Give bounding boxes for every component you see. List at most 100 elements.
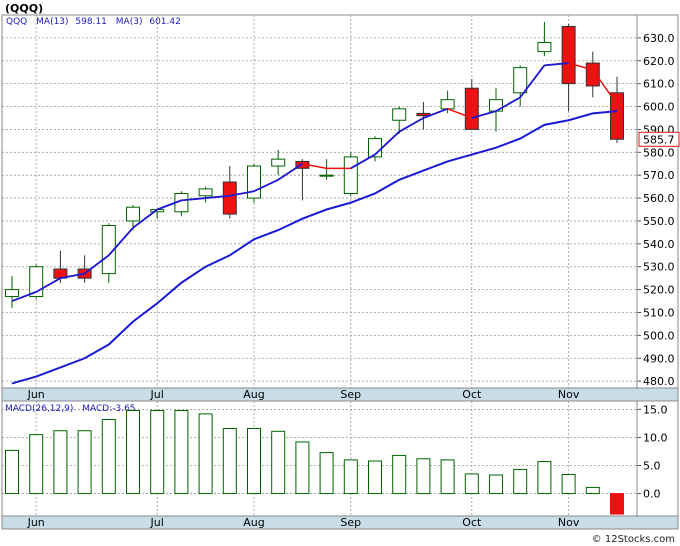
price-x-tick-label: Jun (27, 388, 45, 401)
price-y-tick-label: 610.0 (643, 78, 675, 91)
ma3-rising-segment (132, 208, 158, 229)
last-price-box (638, 131, 680, 147)
macd-legend-value: MACD:-3.65 (82, 404, 135, 414)
candle-body (610, 92, 624, 140)
candle (464, 79, 479, 130)
price-y-tick-label: 480.0 (643, 375, 675, 388)
candle-body (343, 156, 358, 194)
macd-bar (198, 413, 213, 495)
ma3-rising-segment (156, 199, 182, 211)
candle (610, 76, 624, 144)
price-legend: QQQ MA(13) 598.11 MA(3) 601.42 (6, 17, 181, 27)
price-y-tick-label: 490.0 (643, 352, 675, 365)
candle-body (585, 62, 600, 87)
price-x-tick-label: Oct (462, 388, 482, 401)
price-y-tick-label: 520.0 (643, 284, 675, 297)
macd-x-axis: Jun Jul Aug Sep Oct Nov (27, 516, 580, 529)
macd-bar (150, 410, 165, 495)
candle (343, 152, 358, 196)
ma3-rising-segment (60, 272, 85, 280)
macd-bar (561, 473, 576, 495)
legend-ma3-value: 601.42 (149, 17, 181, 27)
macd-bar (610, 493, 624, 515)
macd-x-tick-label: Oct (462, 516, 482, 529)
candle-body (126, 206, 140, 222)
ma3-rising-segment (398, 117, 424, 133)
macd-y-axis: 15.0 10.0 5.0 0.0 (637, 403, 668, 501)
macd-legend: MACD(26,12,9) MACD:-3.65 (5, 404, 136, 414)
price-x-tick-label: Sep (340, 388, 361, 401)
macd-bar (440, 459, 455, 495)
price-y-tick-label: 510.0 (643, 306, 675, 319)
candle-body (513, 67, 528, 94)
macd-x-tick-label: Sep (340, 516, 361, 529)
macd-y-tick-label: 10.0 (643, 431, 668, 444)
price-y-tick-label: 560.0 (643, 192, 675, 205)
price-y-tick-label: 540.0 (643, 238, 675, 251)
chart-title: (QQQ) (5, 2, 43, 15)
candle (392, 106, 407, 134)
macd-legend-label: MACD(26,12,9) (5, 404, 73, 414)
candle (247, 163, 261, 203)
price-x-tick-label: Aug (243, 388, 264, 401)
candle-body (5, 289, 19, 297)
candle-body (392, 108, 407, 121)
candle (537, 21, 552, 57)
ma3-rising-segment (471, 110, 497, 119)
macd-bar (101, 419, 116, 495)
macd-bar (247, 427, 261, 495)
candle (5, 275, 19, 308)
legend-ma3-label: MA(3) (116, 17, 143, 27)
macd-y-tick-label: 5.0 (643, 460, 661, 473)
candle (416, 101, 431, 130)
price-y-tick-label: 630.0 (643, 32, 675, 45)
candle (271, 150, 286, 176)
macd-bar (222, 427, 237, 495)
candle-body (416, 112, 431, 117)
ma3-rising-segment (277, 162, 303, 181)
price-y-tick-label: 570.0 (643, 169, 675, 182)
candle-body (319, 174, 334, 177)
price-y-tick-label: 600.0 (643, 101, 675, 114)
ma3-rising-segment (205, 194, 230, 199)
macd-x-tick-label: Aug (243, 516, 264, 529)
ma3-rising-segment (108, 227, 134, 256)
macd-bar (53, 430, 68, 495)
macd-bar (513, 468, 528, 495)
macd-bar (489, 474, 503, 495)
footer-credit: © 12Stocks.com (592, 534, 675, 545)
candle (513, 65, 528, 107)
ma3-rising-segment (181, 197, 206, 202)
last-price-tag: 585.7 (638, 131, 680, 147)
ma3-rising-segment (253, 178, 279, 193)
candle-body (440, 99, 455, 110)
candle (222, 166, 237, 219)
macd-bar (29, 434, 44, 495)
candle-body (198, 188, 213, 197)
price-y-tick-label: 550.0 (643, 215, 675, 228)
price-x-axis: Jun Jul Aug Sep Oct Nov (27, 388, 580, 401)
ma3-rising-segment (229, 190, 255, 197)
macd-bar (343, 459, 358, 495)
ma3-rising-segment (423, 107, 448, 119)
macd-bar (319, 452, 334, 495)
price-x-tick-label: Jul (150, 388, 164, 401)
candle-body (101, 225, 116, 275)
ma13-line (11, 110, 618, 385)
legend-symbol: QQQ (6, 17, 27, 27)
price-y-tick-label: 530.0 (643, 261, 675, 274)
macd-bar (368, 460, 382, 495)
macd-bar (392, 454, 407, 495)
ma3-rising-segment (374, 131, 400, 156)
macd-x-tick-label: Nov (558, 516, 580, 529)
price-x-tick-label: Nov (558, 388, 580, 401)
legend-ma13-label: MA(13) (36, 17, 68, 27)
macd-bar (5, 449, 19, 495)
macd-bar (174, 410, 189, 495)
candle-body (222, 181, 237, 215)
ma3-rising-segment (495, 96, 521, 112)
candle (319, 159, 334, 180)
macd-bar (295, 441, 310, 495)
